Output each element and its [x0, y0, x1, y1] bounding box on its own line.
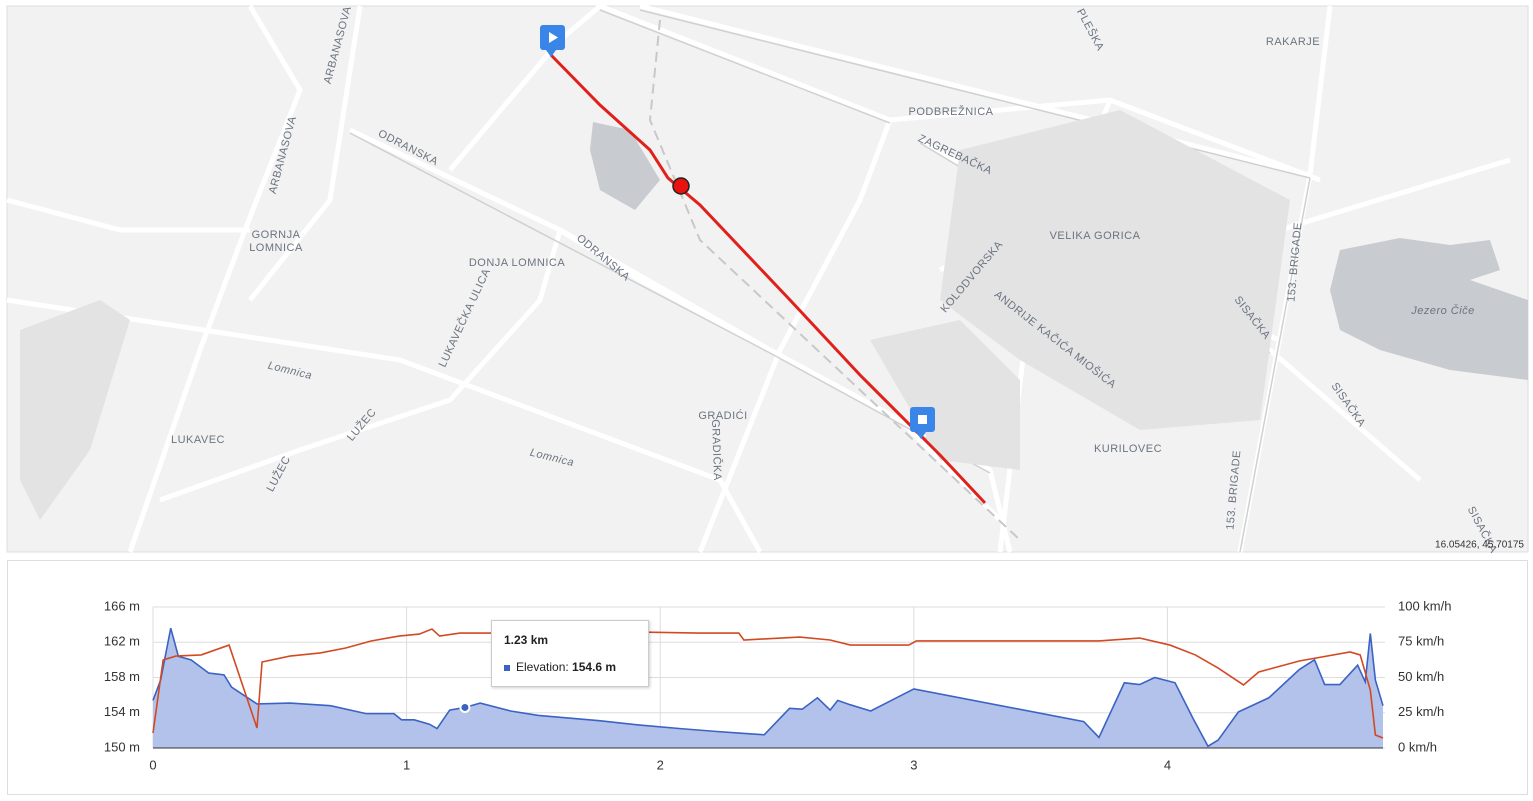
pond — [590, 122, 660, 210]
y2-tick-label: 50 km/h — [1398, 669, 1444, 684]
y-tick-label: 166 m — [104, 598, 140, 613]
coordinates: 16.05426, 45.70175 — [1435, 540, 1524, 551]
x-tick-label: 1 — [403, 757, 410, 772]
tooltip-row: Elevation: 154.6 m — [504, 660, 616, 674]
tooltip-title: 1.23 km — [504, 633, 549, 647]
y-tick-label: 158 m — [104, 669, 140, 684]
y-tick-label: 162 m — [104, 634, 140, 649]
position-marker[interactable] — [672, 177, 690, 195]
end-marker[interactable] — [910, 407, 935, 439]
hover-point — [459, 701, 471, 713]
tooltip: 1.23 km Elevation: 154.6 m — [491, 620, 649, 687]
y2-tick-label: 75 km/h — [1398, 634, 1444, 649]
map-label: PODBREŽNICA — [909, 105, 994, 118]
map-label: GORNJA — [252, 229, 301, 241]
y2-tick-label: 0 km/h — [1398, 739, 1437, 754]
area — [153, 628, 1383, 748]
y-tick-label: 154 m — [104, 704, 140, 719]
map-label: VELIKA GORICA — [1050, 230, 1141, 242]
map-label: LUKAVEC — [171, 434, 225, 446]
start-marker[interactable] — [540, 25, 565, 57]
tooltip-swatch — [504, 665, 510, 671]
map-label: DONJA LOMNICA — [469, 257, 566, 269]
map-background — [6, 5, 1529, 553]
map-label: LOMNICA — [249, 242, 303, 254]
x-tick-label: 0 — [149, 757, 156, 772]
x-tick-label: 2 — [657, 757, 664, 772]
x-tick-label: 4 — [1164, 757, 1171, 772]
y2-tick-label: 25 km/h — [1398, 704, 1444, 719]
built-up-areas — [20, 110, 1290, 520]
chart-panel — [7, 560, 1528, 795]
map-label: Jezero Čiče — [1410, 304, 1475, 317]
series-line — [152, 628, 1384, 739]
map-label: GRADIČKA — [709, 419, 724, 481]
lake — [1330, 238, 1528, 380]
railway — [648, 19, 1021, 541]
series-line — [152, 627, 1384, 748]
y2-tick-label: 100 km/h — [1398, 598, 1451, 613]
map-label: KURILOVEC — [1094, 443, 1162, 455]
x-tick-label: 3 — [910, 757, 917, 772]
y-tick-label: 150 m — [104, 739, 140, 754]
tooltip-value: 154.6 m — [572, 660, 617, 674]
map-label: RAKARJE — [1266, 36, 1320, 48]
map-label: GRADIĆI — [698, 409, 747, 422]
tooltip-series: Elevation: — [516, 660, 569, 674]
map[interactable]: PLEŠKA RAKARJEPODBREŽNICAZAGREBAČKAODRANS… — [0, 0, 1533, 556]
elevation-chart[interactable]: 150 m 154 m 158 m 162 m 166 m 0 km/h 25 km/h 50… — [0, 556, 1533, 801]
